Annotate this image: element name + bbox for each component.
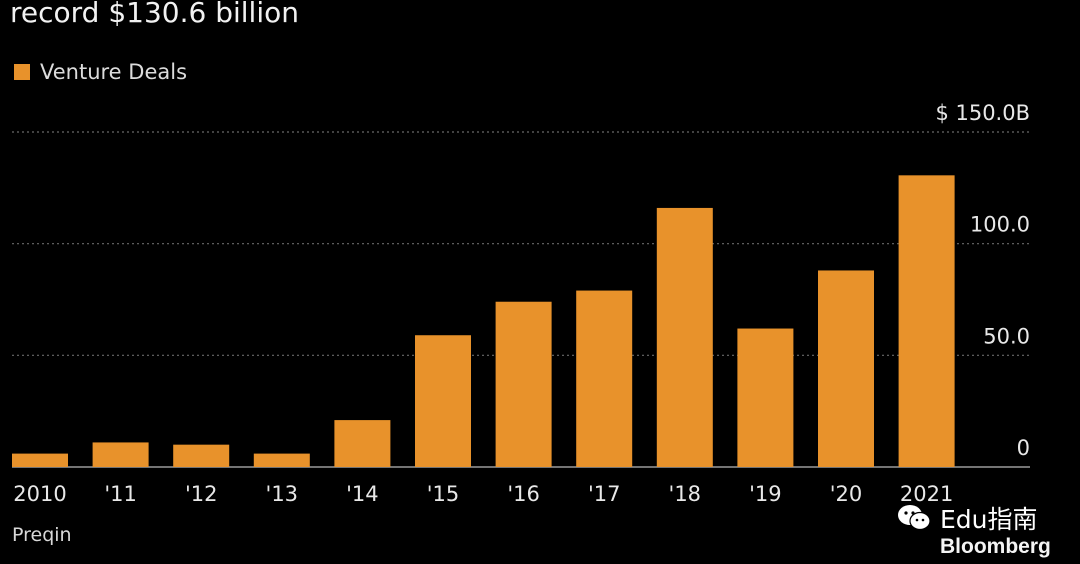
- bar: [173, 444, 230, 467]
- legend-swatch: [14, 64, 30, 80]
- chart-title: record $130.6 billion: [10, 0, 299, 29]
- bar: [92, 442, 149, 467]
- bar: [818, 270, 874, 467]
- x-tick-label: '15: [427, 482, 460, 506]
- x-tick-label: 2021: [900, 482, 953, 506]
- brand-logo: Bloomberg: [940, 535, 1051, 558]
- watermark-text: Edu指南: [940, 505, 1038, 534]
- bar: [576, 290, 633, 467]
- bar: [12, 453, 68, 467]
- bar: [737, 328, 794, 467]
- y-axis-labels: 0 50.0 100.0 $ 150.0B: [935, 101, 1030, 460]
- bar: [656, 207, 713, 467]
- x-tick-label: 2010: [13, 482, 66, 506]
- bar: [253, 453, 310, 467]
- x-tick-label: '19: [749, 482, 782, 506]
- x-tick-label: '11: [104, 482, 137, 506]
- bar: [334, 420, 391, 467]
- x-tick-label: '14: [346, 482, 379, 506]
- bar: [495, 301, 552, 467]
- x-tick-label: '17: [588, 482, 621, 506]
- x-tick-label: '18: [669, 482, 702, 506]
- y-tick-label: 100.0: [970, 213, 1030, 237]
- bars: [12, 175, 955, 467]
- source-label: Preqin: [12, 524, 72, 546]
- legend-label: Venture Deals: [40, 60, 188, 84]
- x-axis-labels: 2010 '11 '12 '13 '14 '15 '16 '17 '18 '19 '20 2021: [13, 482, 953, 506]
- y-tick-label: 0: [1017, 436, 1030, 460]
- x-tick-label: '13: [266, 482, 299, 506]
- x-tick-label: '16: [507, 482, 540, 506]
- bar: [898, 175, 955, 467]
- x-tick-label: '12: [185, 482, 218, 506]
- x-tick-label: '20: [830, 482, 863, 506]
- legend: Venture Deals: [14, 60, 187, 84]
- watermark: Edu指南: [896, 500, 1038, 536]
- wechat-icon: [898, 505, 931, 531]
- bar: [415, 335, 471, 467]
- y-tick-label: $ 150.0B: [935, 101, 1030, 125]
- y-tick-label: 50.0: [983, 324, 1030, 348]
